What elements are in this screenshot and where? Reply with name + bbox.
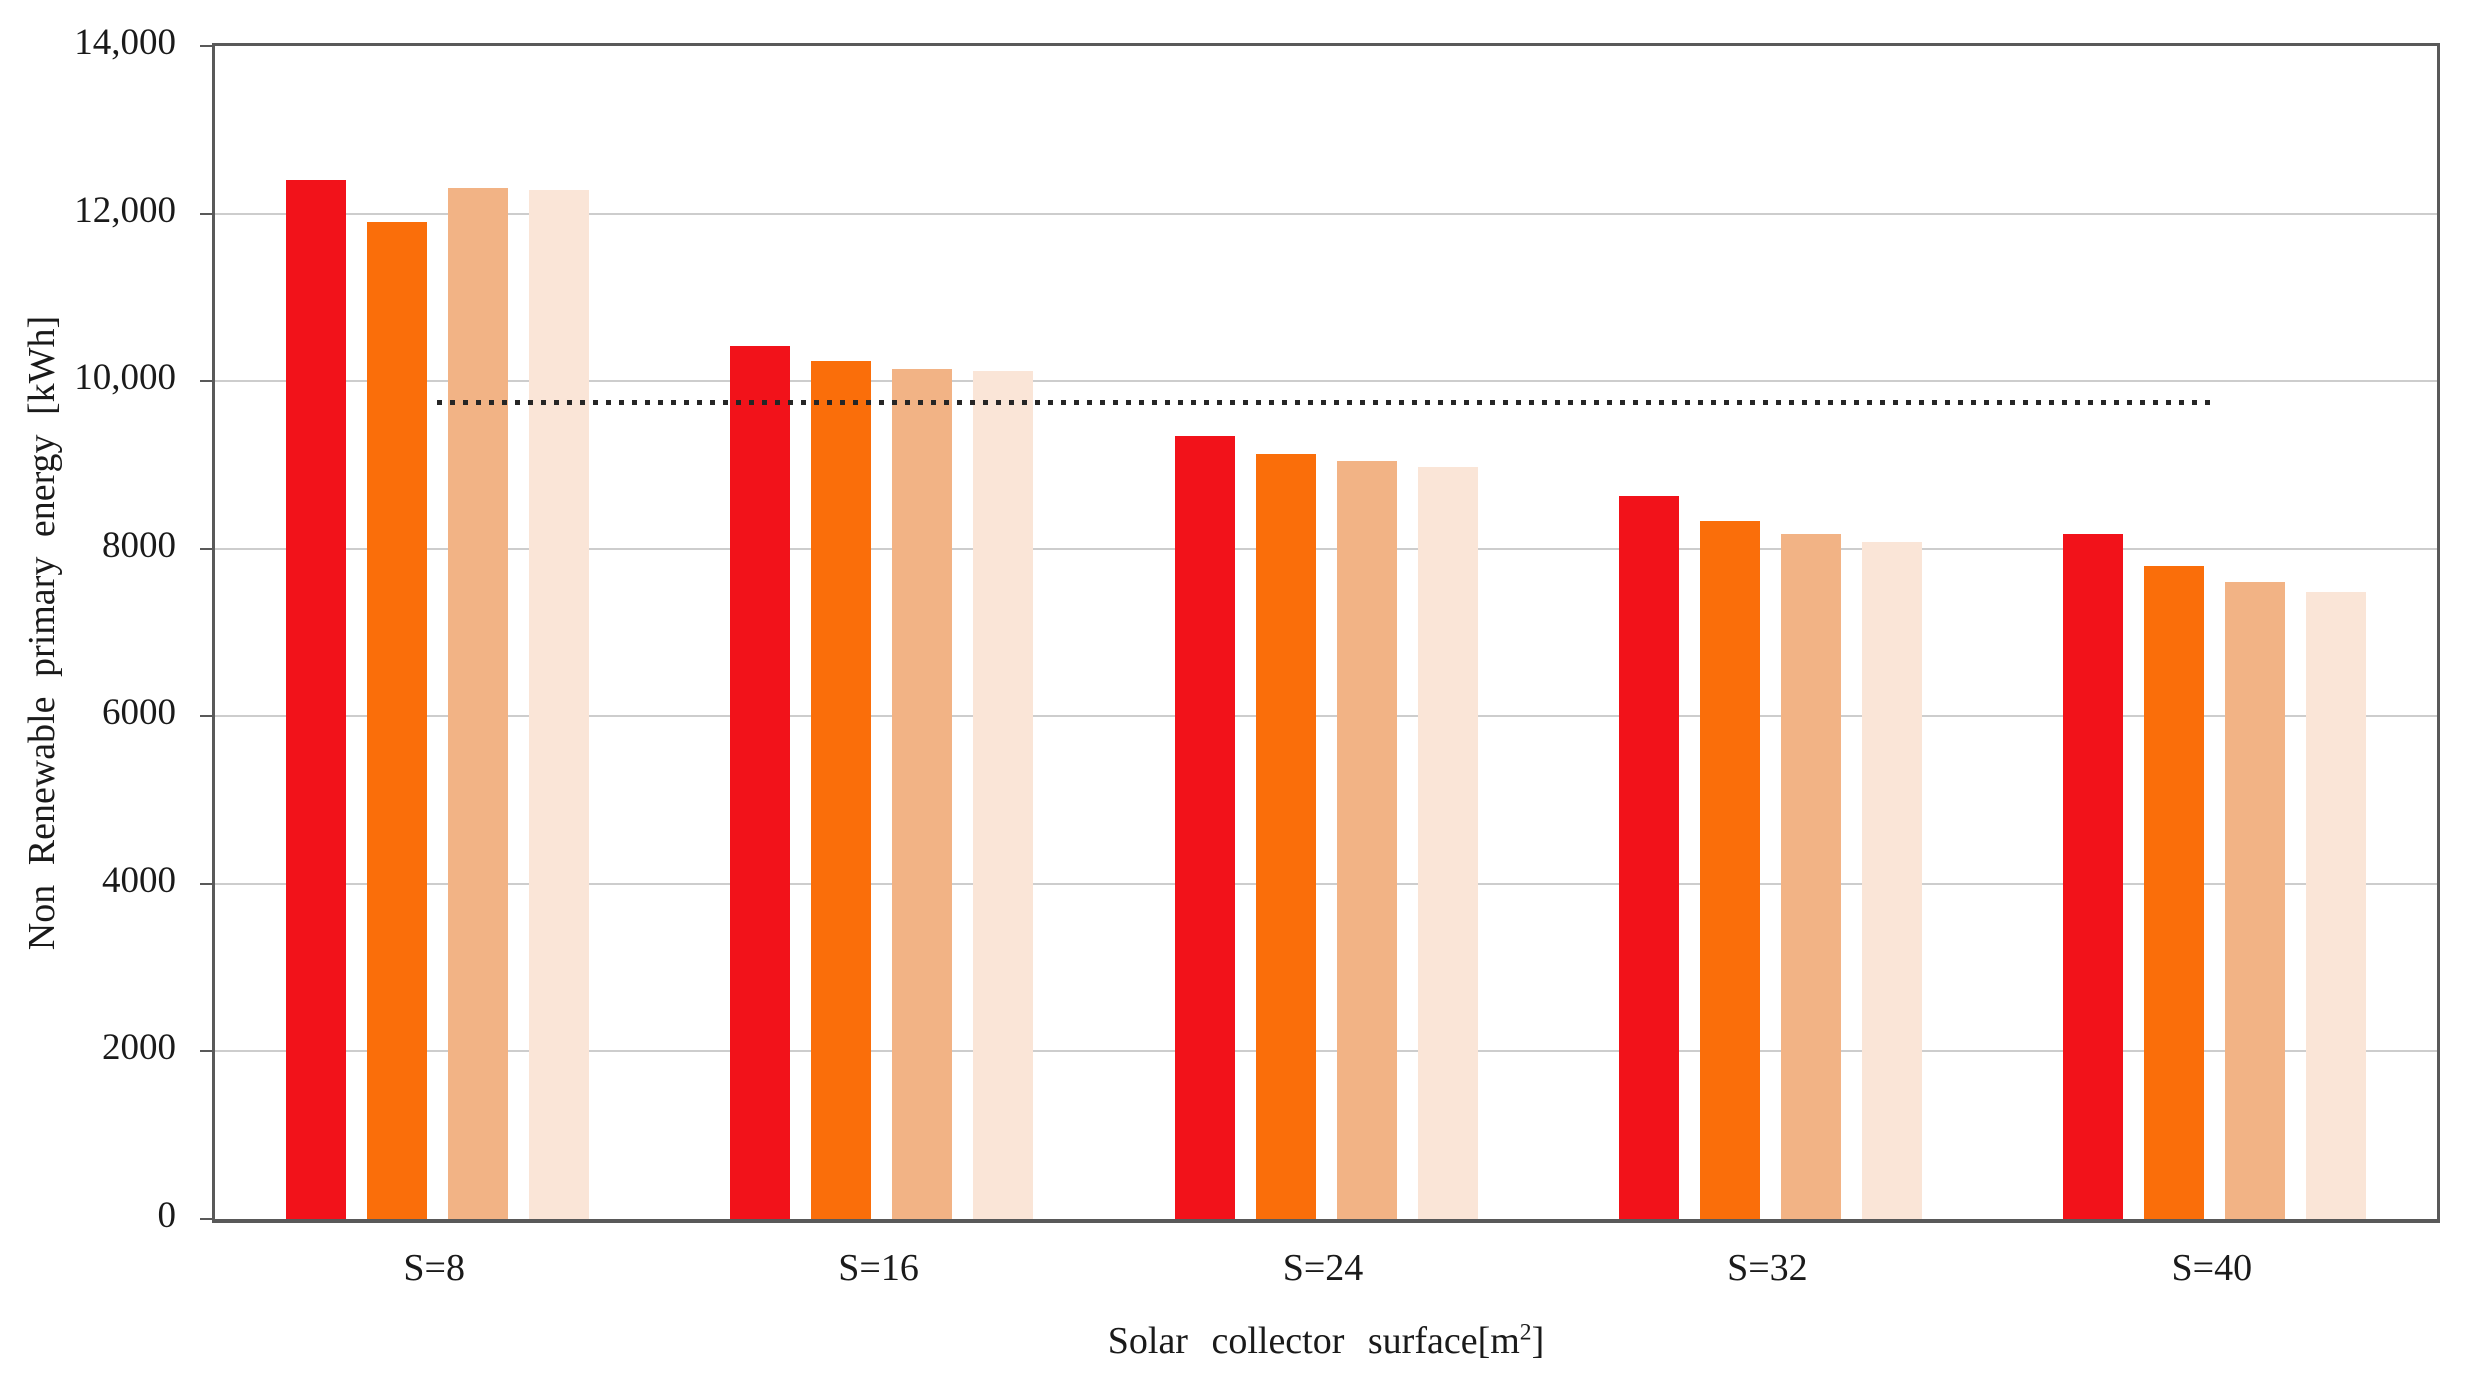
y-axis-tick-mark <box>200 715 212 718</box>
category-label: S=32 <box>1727 1247 1808 1289</box>
category-label: S=40 <box>2171 1247 2253 1289</box>
x-axis-title-bracket: ] <box>1531 1320 1545 1362</box>
gridline <box>215 715 2437 718</box>
y-axis-tick-mark <box>200 1050 212 1053</box>
bar-orange-s40 <box>2144 566 2205 1219</box>
bar-light-orange-s24 <box>1336 460 1397 1219</box>
bar-pale-peach-s8 <box>528 190 589 1219</box>
y-axis-tick-mark <box>200 547 212 550</box>
bar-red-s16 <box>730 345 791 1219</box>
gridline <box>215 1050 2437 1053</box>
bar-light-orange-s8 <box>447 188 508 1219</box>
gridline <box>215 212 2437 215</box>
bar-orange-s8 <box>366 221 427 1219</box>
category-label: S=8 <box>403 1247 465 1289</box>
y-axis-tick-mark <box>200 45 212 47</box>
bar-orange-s16 <box>811 361 872 1219</box>
y-tick-label: 10,000 <box>74 357 176 399</box>
bar-pale-peach-s40 <box>2306 592 2367 1219</box>
y-axis-tick-mark <box>200 1218 212 1220</box>
gridline <box>215 547 2437 550</box>
gridline <box>215 882 2437 885</box>
bar-pale-peach-s24 <box>1417 466 1478 1219</box>
x-axis-title: Solar collector surface[m2] <box>212 1318 2440 1364</box>
plot-area <box>200 43 2440 1223</box>
y-axis-tick-labels: 0 2000 4000 6000 8000 10,000 12,000 14,000 <box>0 22 176 1236</box>
bar-light-orange-s40 <box>2225 582 2286 1219</box>
gridline <box>215 380 2437 383</box>
category-label: S=16 <box>838 1247 919 1289</box>
y-axis-tick-mark <box>200 882 212 885</box>
x-axis-title-superscript: 2 <box>1519 1319 1532 1346</box>
y-tick-label: 12,000 <box>74 189 176 231</box>
bar-orange-s32 <box>1699 521 1760 1219</box>
bar-red-s40 <box>2063 534 2124 1219</box>
bar-pale-peach-s16 <box>973 371 1034 1219</box>
x-axis-title-text: Solar collector surface[m <box>1107 1320 1520 1362</box>
bar-red-s8 <box>285 180 346 1219</box>
y-tick-label: 6000 <box>102 692 176 734</box>
bar-red-s24 <box>1174 436 1235 1219</box>
bar-pale-peach-s32 <box>1861 542 1922 1219</box>
y-axis-tick-mark <box>200 212 212 215</box>
bar-orange-s24 <box>1255 454 1316 1219</box>
y-axis-tick-mark <box>200 380 212 383</box>
bar-light-orange-s32 <box>1780 534 1841 1219</box>
y-tick-label: 8000 <box>102 524 176 566</box>
y-tick-label: 14,000 <box>74 22 176 63</box>
y-tick-label: 0 <box>157 1195 177 1236</box>
y-tick-label: 4000 <box>102 859 176 901</box>
category-label: S=24 <box>1282 1247 1364 1289</box>
x-axis-category-labels: S=8 S=16 S=24 S=32 S=40 <box>212 1246 2440 1294</box>
baseline-dotted-line <box>437 400 2215 406</box>
y-tick-label: 2000 <box>102 1027 176 1069</box>
bar-red-s32 <box>1618 495 1679 1219</box>
bar-light-orange-s16 <box>892 368 953 1219</box>
